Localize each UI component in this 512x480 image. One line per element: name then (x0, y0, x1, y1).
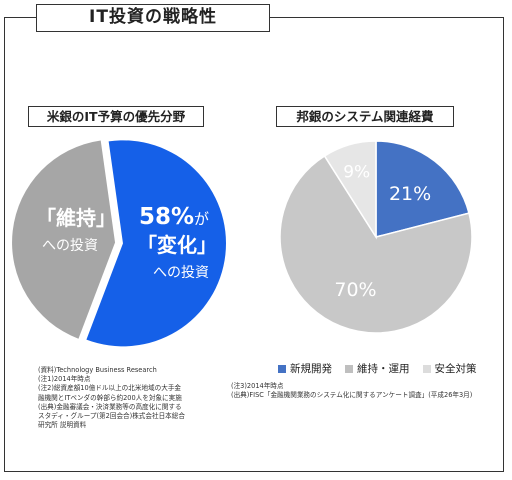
change-percent-line: 58%が (139, 204, 209, 230)
left-note-line: (注1)2014年時点 (38, 375, 91, 384)
maintenance-sub-label: への投資 (42, 238, 98, 254)
data-label-new-dev: 21% (389, 183, 431, 205)
left-note-line: (資料)Technology Business Research (38, 366, 157, 374)
left-note-line: スタディ・グループ(第2回会合)株式会社日本総合 (38, 412, 185, 421)
pie-slice-change (86, 140, 226, 347)
pie-slice-maintenance (12, 140, 116, 339)
left-note-line: (注2)総資産額10億ドル以上の北米地域の大手金 (38, 384, 182, 393)
data-label-maintenance-ops: 70% (334, 279, 376, 301)
right-note-line: (出典)FISC「金融機関業務のシステム化に関するアンケート調査」(平成26年3… (231, 391, 473, 400)
legend-item-maintenance-ops: 維持・運用 (345, 361, 410, 376)
right-notes: (注3)2014年時点 (出典)FISC「金融機関業務のシステム化に関するアンケー… (231, 382, 501, 400)
left-pie: 「維持」 への投資 58%が 「変化」 への投資 (12, 140, 226, 347)
pie-slice-security (323, 140, 377, 240)
change-label: 「変化」 (137, 233, 217, 257)
right-note-line: (注3)2014年時点 (231, 382, 284, 390)
legend-label: 安全対策 (434, 363, 477, 375)
legend-item-security: 安全対策 (422, 361, 477, 376)
change-sub-label: への投資 (153, 265, 209, 281)
legend-swatch (345, 364, 353, 373)
right-pie-legend: 新規開発 維持・運用 安全対策 (278, 361, 477, 376)
right-chart-title: 邦銀のシステム関連経費 (276, 106, 454, 127)
change-percent: 58% (139, 204, 194, 230)
left-note-line: 融機関とITベンダの幹部ら約200人を対象に実施 (38, 393, 182, 402)
legend-label: 維持・運用 (357, 363, 410, 375)
page-title: IT投資の戦略性 (36, 4, 270, 32)
legend-swatch (278, 364, 286, 373)
data-label-security: 9% (343, 163, 370, 183)
left-note-line: 研究所 説明資料 (38, 421, 87, 430)
legend-swatch (422, 364, 431, 373)
pie-slice-maintenance-ops (279, 154, 473, 334)
legend-label: 新規開発 (290, 363, 332, 375)
left-chart-title: 米銀のIT予算の優先分野 (28, 106, 204, 127)
maintenance-label: 「維持」 (36, 206, 116, 230)
left-note-line: (出典)金融審議会・決済業務等の高度化に関する (38, 402, 182, 411)
right-pie: 21% 70% 9% (279, 140, 473, 334)
pie-slice-new-dev (375, 140, 470, 238)
change-ga: が (194, 210, 209, 228)
left-notes: (資料)Technology Business Research (注1)2014… (38, 366, 238, 430)
legend-item-new-dev: 新規開発 (278, 361, 332, 376)
